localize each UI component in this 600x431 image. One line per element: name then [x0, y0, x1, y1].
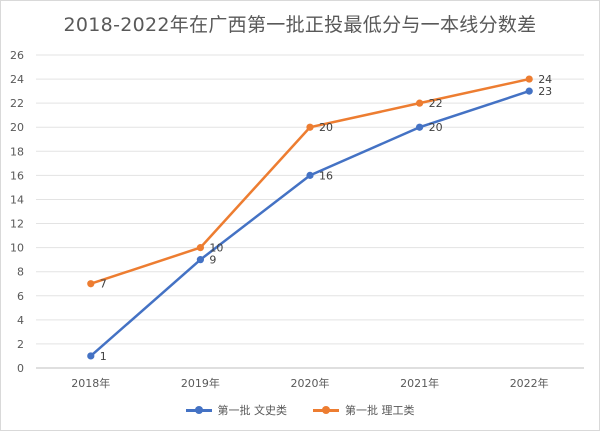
x-axis-ticks: 2018年 2019年 2020年 2021年 2022年: [71, 376, 548, 390]
x-tick-label: 2018年: [71, 376, 110, 390]
y-tick-label: 26: [10, 49, 24, 62]
y-tick-label: 18: [10, 145, 24, 158]
legend: 第一批 文史类 第一批 理工类: [0, 402, 600, 418]
data-point: [196, 244, 204, 252]
x-tick-label: 2020年: [291, 376, 330, 390]
data-label: 16: [319, 169, 333, 182]
data-label: 23: [538, 85, 552, 98]
x-tick-label: 2021年: [400, 376, 439, 390]
y-tick-label: 22: [10, 97, 24, 110]
data-point: [196, 256, 204, 264]
data-label: 22: [429, 97, 443, 110]
data-label: 20: [319, 121, 333, 134]
y-tick-label: 16: [10, 169, 24, 182]
y-tick-label: 2: [17, 338, 24, 351]
x-tick-label: 2019年: [181, 376, 220, 390]
data-point: [306, 123, 314, 131]
legend-item-series-1: 第一批 文史类: [185, 402, 288, 418]
y-tick-label: 6: [17, 290, 24, 303]
y-tick-label: 20: [10, 121, 24, 134]
data-point: [416, 99, 424, 107]
y-tick-label: 0: [17, 362, 24, 375]
y-tick-label: 24: [10, 73, 24, 86]
legend-swatch-series-1: [185, 405, 212, 414]
y-tick-label: 14: [10, 193, 24, 206]
data-point: [87, 352, 95, 360]
legend-swatch-series-2: [313, 405, 339, 414]
y-tick-label: 10: [10, 242, 24, 255]
data-point: [525, 87, 533, 95]
data-point: [306, 171, 314, 179]
data-label: 7: [100, 278, 107, 291]
data-label: 9: [209, 254, 216, 267]
series-line-2: [89, 77, 531, 285]
data-point: [87, 280, 95, 288]
data-label: 20: [429, 121, 443, 134]
data-label: 1: [100, 350, 107, 363]
legend-label-series-1: 第一批 文史类: [217, 404, 288, 417]
x-tick-label: 2022年: [510, 376, 549, 390]
data-label: 10: [209, 242, 223, 255]
data-point: [525, 75, 533, 83]
series-layer: 1 9 16 20 23 7 10 20 22 24: [87, 73, 552, 363]
y-tick-label: 4: [17, 314, 24, 327]
legend-item-series-2: 第一批 理工类: [313, 402, 415, 418]
data-point: [416, 123, 424, 131]
gridlines: [36, 54, 584, 369]
legend-label-series-2: 第一批 理工类: [345, 404, 415, 417]
data-label: 24: [538, 73, 552, 86]
chart-title: 2018-2022年在广西第一批正投最低分与一本线分数差: [63, 14, 537, 36]
y-tick-label: 12: [10, 218, 24, 231]
y-tick-label: 8: [17, 266, 24, 279]
